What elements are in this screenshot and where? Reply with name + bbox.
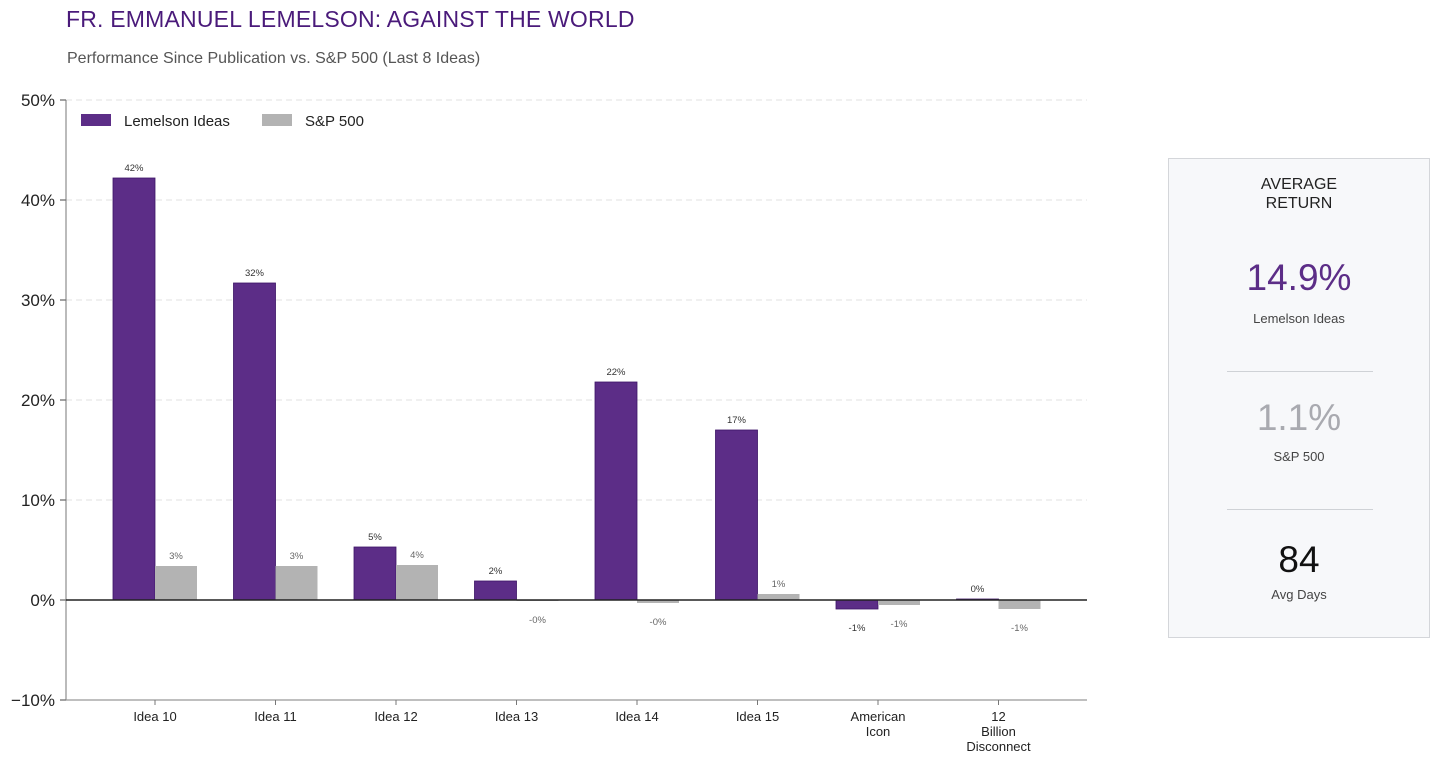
x-tick-label-line: Idea 14 xyxy=(615,709,658,724)
y-tick-label: 50% xyxy=(21,91,55,110)
x-tick-label: American Icon xyxy=(851,709,906,739)
heading-line-2: RETURN xyxy=(1265,195,1333,212)
average-return-heading: AVERAGE RETURN xyxy=(1169,175,1429,213)
x-tick-label-line: Idea 15 xyxy=(736,709,779,724)
sp500-bar xyxy=(275,566,318,600)
x-tick-label-line: Disconnect xyxy=(966,739,1031,754)
x-tick-label-line: Idea 10 xyxy=(133,709,176,724)
y-tick-label: 30% xyxy=(21,291,55,310)
lemelson-data-label: 17% xyxy=(727,415,747,426)
x-tick-label-line: Idea 11 xyxy=(254,709,296,724)
sp500-data-label: 4% xyxy=(410,550,424,561)
sp500-bar xyxy=(998,600,1041,609)
legend-swatch-sp500 xyxy=(262,114,292,126)
x-tick-label-line: American xyxy=(851,709,906,724)
lemelson-bar xyxy=(353,546,397,601)
y-tick-label: −10% xyxy=(11,691,55,710)
lemelson-bar xyxy=(474,580,517,601)
sp500-data-label: -1% xyxy=(1011,623,1028,634)
summary-divider xyxy=(1227,371,1373,372)
x-tick-label-line: Idea 13 xyxy=(495,709,538,724)
sp500-data-label: 3% xyxy=(290,551,304,562)
sp500-average-label: S&P 500 xyxy=(1273,449,1325,464)
lemelson-bar xyxy=(715,429,758,601)
x-tick-label-line: 12 xyxy=(991,709,1005,724)
x-tick-label: Idea 10 xyxy=(133,709,176,724)
legend-swatch-lemelson xyxy=(81,114,111,126)
sp500-average-value: 1.1% xyxy=(1256,397,1342,438)
sp500-bar xyxy=(757,594,800,600)
lemelson-data-label: 42% xyxy=(124,163,144,174)
x-tick-label: Idea 15 xyxy=(736,709,779,724)
legend-label-sp500: S&P 500 xyxy=(305,113,364,130)
lemelson-average-value: 14.9% xyxy=(1246,257,1352,298)
sp500-data-label: -0% xyxy=(529,615,546,626)
lemelson-data-label: 32% xyxy=(245,268,265,279)
lemelson-average-label: Lemelson Ideas xyxy=(1253,311,1345,326)
sp500-data-label: 1% xyxy=(772,579,786,590)
lemelson-data-label: 0% xyxy=(971,584,985,595)
sp500-data-label: 3% xyxy=(169,551,183,562)
summary-divider xyxy=(1227,509,1373,510)
x-tick-label: Idea 12 xyxy=(374,709,417,724)
y-tick-label: 40% xyxy=(21,191,55,210)
x-tick-label: Idea 13 xyxy=(495,709,538,724)
y-tick-label: 0% xyxy=(30,591,55,610)
x-tick-label-line: Billion xyxy=(981,724,1016,739)
lemelson-data-label: 22% xyxy=(606,367,626,378)
x-tick-label: Idea 11 xyxy=(254,709,296,724)
lemelson-bar xyxy=(594,381,638,601)
average-return-panel: AVERAGE RETURN 14.9% Lemelson Ideas 1.1%… xyxy=(1168,158,1430,638)
heading-line-1: AVERAGE xyxy=(1260,176,1338,193)
x-tick-label: 12 Billion Disconnect xyxy=(966,709,1031,754)
sp500-bar xyxy=(637,600,679,603)
lemelson-bar xyxy=(233,282,276,601)
sp500-bar xyxy=(155,566,197,600)
legend-label-lemelson: Lemelson Ideas xyxy=(124,113,230,130)
lemelson-bar xyxy=(112,177,156,601)
lemelson-bar xyxy=(835,599,879,610)
avg-days-value: 84 xyxy=(1278,539,1320,580)
sp500-data-label: -0% xyxy=(650,617,667,628)
sp500-bar xyxy=(878,600,920,605)
x-tick-label-line: Icon xyxy=(866,724,891,739)
y-tick-label: 20% xyxy=(21,391,55,410)
chart-title: FR. EMMANUEL LEMELSON: AGAINST THE WORLD xyxy=(66,6,635,32)
chart-subtitle: Performance Since Publication vs. S&P 50… xyxy=(67,50,481,67)
avg-days-label: Avg Days xyxy=(1271,587,1327,602)
y-tick-label: 10% xyxy=(21,491,55,510)
sp500-data-label: -1% xyxy=(891,619,908,630)
lemelson-data-label: 2% xyxy=(489,566,503,577)
x-tick-label-line: Idea 12 xyxy=(374,709,417,724)
bar-chart: −10% 0% 10% 20% 30% 40% 50% 42% 32% 5% 2% 22% 17% -1%… xyxy=(11,91,1087,754)
sp500-bar xyxy=(396,565,438,600)
lemelson-data-label: -1% xyxy=(849,623,866,634)
x-tick-label: Idea 14 xyxy=(615,709,658,724)
lemelson-data-label: 5% xyxy=(368,532,382,543)
